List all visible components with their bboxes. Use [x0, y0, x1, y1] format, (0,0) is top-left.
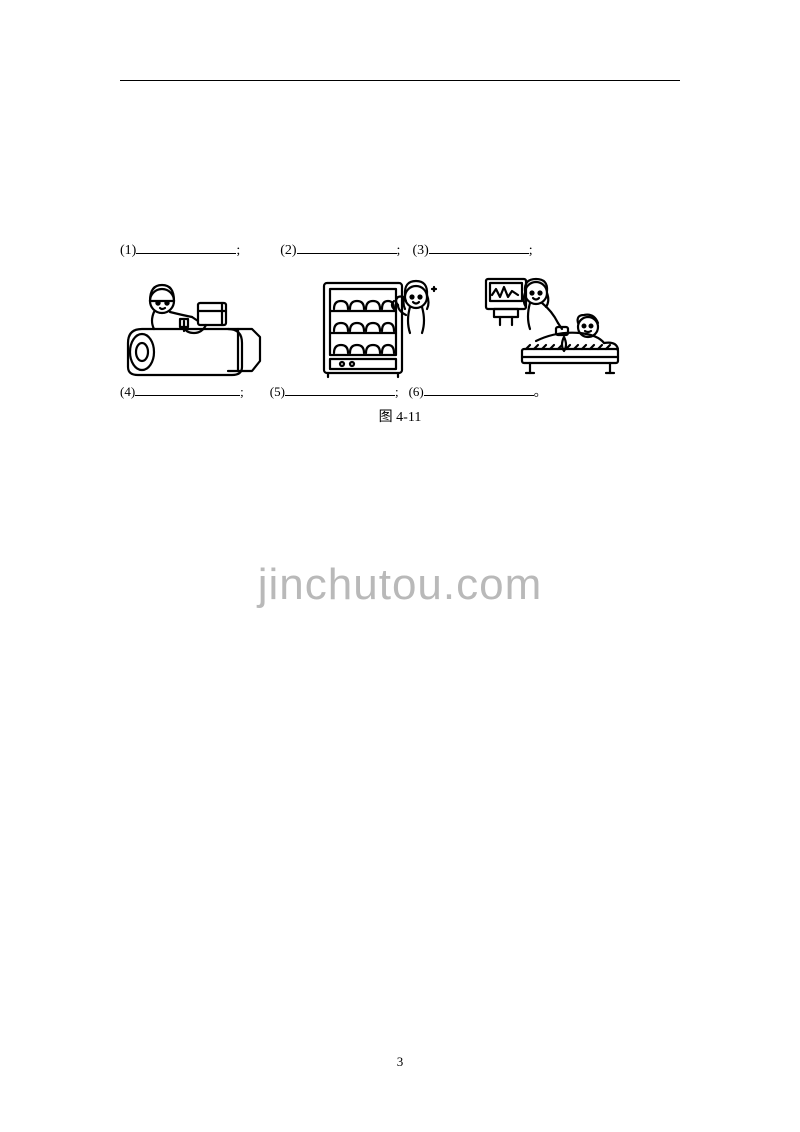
blank-4-underline — [135, 382, 240, 396]
blank-1-underline — [136, 240, 236, 254]
figure-caption: 图 4-11 — [120, 406, 680, 426]
gap — [400, 240, 412, 259]
blank-5-underline — [285, 382, 395, 396]
document-page: (1) ; (2) ; (3) ; — [0, 0, 800, 1132]
watermark-text: jinchutou.com — [0, 560, 800, 610]
illustration-pipe-worker — [120, 271, 270, 379]
blank-2-underline — [297, 240, 397, 254]
content-block: (1) ; (2) ; (3) ; — [120, 240, 680, 426]
blank-1-label: (1) — [120, 243, 136, 259]
blank-5-sep: ; — [395, 384, 399, 400]
blank-6-underline — [424, 382, 534, 396]
fill-in-row-1: (1) ; (2) ; (3) ; — [120, 240, 680, 259]
blank-6-sep: 。 — [534, 381, 547, 400]
page-number: 3 — [0, 1054, 800, 1070]
blank-5: (5) ; — [270, 382, 399, 400]
fill-in-row-2: (4) ; (5) ; (6) 。 — [120, 381, 680, 400]
illustration-row — [120, 271, 680, 379]
blank-4: (4) ; — [120, 382, 244, 400]
blank-6-label: (6) — [409, 384, 424, 400]
horizontal-rule — [120, 80, 680, 81]
blank-6: (6) 。 — [409, 381, 547, 400]
illustration-ultrasound — [476, 271, 626, 379]
blank-3-label: (3) — [412, 243, 428, 259]
blank-3-sep: ; — [529, 243, 533, 259]
illustration-dish-cabinet — [298, 271, 448, 379]
blank-3-underline — [429, 240, 529, 254]
gap — [240, 240, 280, 259]
blank-2: (2) ; — [280, 240, 400, 259]
blank-4-sep: ; — [240, 384, 244, 400]
blank-5-label: (5) — [270, 384, 285, 400]
blank-4-label: (4) — [120, 384, 135, 400]
blank-2-label: (2) — [280, 243, 296, 259]
blank-1: (1) ; — [120, 240, 240, 259]
blank-3: (3) ; — [412, 240, 532, 259]
